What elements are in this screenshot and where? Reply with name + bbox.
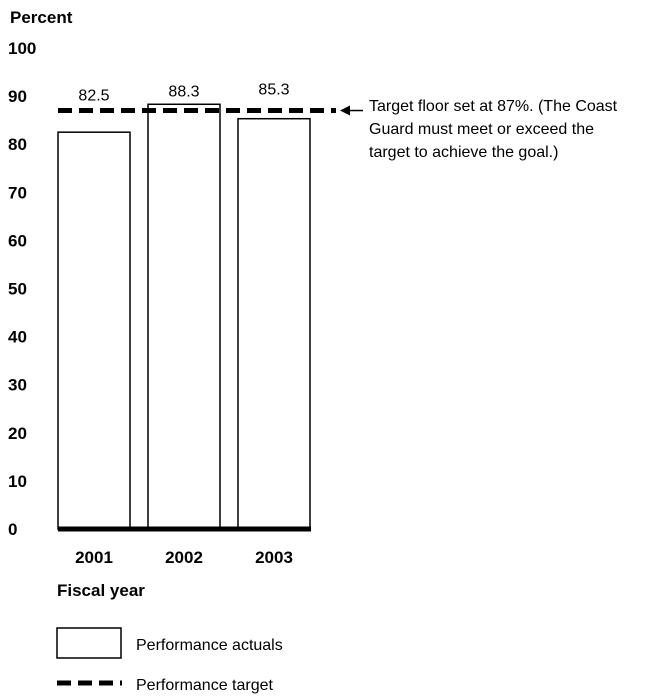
x-tick-label: 2001: [75, 548, 113, 567]
legend-label-target: Performance target: [136, 677, 274, 694]
x-axis-title: Fiscal year: [57, 581, 145, 600]
bar-value-label: 85.3: [258, 82, 289, 99]
y-tick-label: 20: [8, 424, 27, 443]
y-tick-label: 80: [8, 135, 27, 154]
x-tick-label: 2003: [255, 548, 293, 567]
bars: 82.5 88.3 85.3: [57, 82, 311, 530]
target-annotation: Target floor set at 87%. (The Coast Guar…: [340, 98, 618, 161]
legend-label-actuals: Performance actuals: [136, 637, 283, 654]
y-tick-label: 70: [8, 183, 27, 202]
y-tick-label: 0: [8, 520, 17, 539]
y-axis-title: Percent: [10, 8, 73, 27]
y-tick-labels: 0 10 20 30 40 50 60 70 80 90 100: [8, 39, 36, 539]
bar-value-label: 82.5: [78, 88, 109, 105]
y-tick-label: 100: [8, 39, 36, 58]
x-tick-labels: 2001 2002 2003: [75, 548, 293, 567]
bar: [147, 103, 221, 530]
legend-swatch-actuals: [56, 627, 122, 659]
y-tick-label: 60: [8, 231, 27, 250]
legend: Performance actuals Performance target: [56, 627, 283, 694]
annotation-line-1: Target floor set at 87%. (The Coast: [369, 98, 618, 115]
y-tick-label: 10: [8, 472, 27, 491]
annotation-arrowhead: [340, 105, 350, 116]
bar-value-label: 88.3: [168, 83, 199, 100]
annotation-line-3: target to achieve the goal.): [369, 144, 558, 161]
y-tick-label: 50: [8, 280, 27, 299]
annotation-line-2: Guard must meet or exceed the: [369, 121, 594, 138]
bar: [57, 131, 131, 530]
bar: [237, 117, 311, 530]
x-tick-label: 2002: [165, 548, 203, 567]
y-tick-label: 90: [8, 87, 27, 106]
y-tick-label: 30: [8, 376, 27, 395]
y-tick-label: 40: [8, 328, 27, 347]
